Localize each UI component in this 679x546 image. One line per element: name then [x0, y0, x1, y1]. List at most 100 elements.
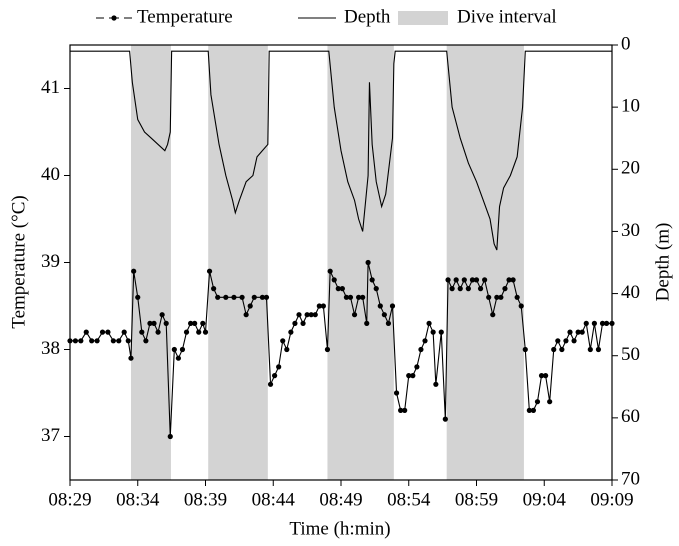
temperature-point	[72, 338, 79, 344]
temperature-point	[196, 329, 202, 335]
plot-frame	[69, 44, 613, 481]
temperature-point	[78, 338, 84, 344]
temperature-point	[327, 268, 333, 274]
temperature-point	[389, 303, 396, 309]
temperature-point	[125, 338, 131, 344]
temperature-point	[599, 320, 606, 326]
legend-label: Temperature	[137, 6, 233, 27]
temperature-point	[486, 294, 492, 300]
temperature-point	[296, 312, 302, 318]
temperature-point	[538, 373, 545, 379]
temperature-point	[312, 312, 318, 318]
temperature-point	[163, 320, 169, 326]
temperature-point	[280, 338, 286, 344]
temperature-point	[551, 346, 557, 353]
temperature-point	[175, 355, 181, 361]
x-tick-label: 09:04	[523, 489, 567, 510]
x-tick-label: 08:49	[319, 489, 362, 510]
temperature-point	[442, 416, 448, 422]
temperature-point	[438, 329, 444, 335]
y2-tick-label: 30	[621, 220, 640, 241]
temperature-point	[510, 277, 516, 283]
temperature-point	[192, 320, 198, 326]
temperature-point	[482, 277, 488, 283]
temperature-point	[402, 407, 408, 413]
temperature-point	[215, 294, 221, 300]
temperature-point	[583, 320, 589, 326]
temperature-point	[259, 294, 266, 300]
temperature-point	[430, 329, 436, 335]
temperature-point	[579, 329, 585, 335]
temperature-point	[422, 338, 428, 344]
legend-label: Dive interval	[457, 6, 557, 27]
dive-interval	[130, 45, 171, 480]
y-tick-label: 40	[41, 164, 60, 185]
temperature-point	[575, 329, 581, 335]
temperature-point	[179, 346, 186, 353]
temperature-point	[243, 312, 249, 318]
temperature-point	[131, 268, 137, 274]
temperature-point	[251, 294, 257, 300]
temperature-point	[356, 294, 362, 300]
temperature-point	[308, 312, 314, 318]
temperature-point	[567, 329, 573, 335]
temperature-point	[231, 294, 237, 300]
temperature-point	[151, 320, 157, 326]
x-tick-label: 08:44	[252, 489, 296, 510]
temperature-point	[167, 433, 173, 440]
temperature-point	[292, 320, 298, 326]
temperature-point	[200, 320, 206, 326]
y2-tick-label: 20	[621, 158, 640, 179]
temperature-point	[211, 286, 217, 292]
temperature-point	[506, 277, 512, 283]
temperature-point	[99, 329, 106, 335]
temperature-point	[300, 320, 306, 326]
temperature-point	[135, 294, 141, 300]
temperature-point	[339, 286, 345, 292]
temperature-point	[263, 294, 270, 300]
temperature-point	[304, 312, 310, 318]
temperature-point	[555, 338, 561, 344]
temperature-point	[534, 399, 541, 405]
temperature-point	[373, 286, 379, 292]
temperature-point	[398, 407, 404, 413]
temperature-point	[465, 286, 471, 292]
temperature-point	[445, 277, 451, 283]
temperature-point	[563, 338, 569, 344]
temperature-point	[530, 407, 537, 413]
temperature-point	[502, 286, 508, 292]
temperature-point	[351, 312, 358, 318]
temperature-point	[206, 268, 213, 274]
temperature-point	[94, 338, 100, 344]
temperature-point	[247, 303, 253, 309]
temperature-point	[187, 320, 194, 326]
temperature-point	[89, 338, 95, 344]
y2-tick-label: 0	[621, 33, 631, 54]
temperature-point	[393, 390, 400, 396]
temperature-point	[159, 312, 165, 318]
x-tick-label: 08:34	[116, 489, 160, 510]
temperature-point	[267, 381, 274, 387]
temperature-point	[121, 329, 127, 335]
temperature-point	[457, 286, 463, 292]
x-axis-label: Time (h:min)	[289, 518, 390, 539]
temperature-point	[426, 320, 432, 326]
temperature-point	[406, 373, 412, 379]
x-tick-label: 09:09	[590, 489, 633, 510]
temperature-point	[143, 338, 149, 344]
temperature-point	[433, 381, 439, 387]
temperature-point	[110, 338, 116, 344]
temperature-point	[128, 355, 134, 361]
dive-interval	[446, 45, 524, 480]
temperature-point	[288, 329, 294, 335]
y2-axis-label: Depth (m)	[652, 223, 673, 302]
legend-symbol	[398, 11, 448, 25]
x-tick-label: 08:59	[455, 489, 498, 510]
temperature-point	[518, 303, 524, 309]
temperature-point	[360, 294, 366, 300]
y-tick-label: 38	[41, 338, 60, 359]
temperature-point	[473, 277, 480, 283]
temperature-point	[320, 303, 326, 309]
temperature-point	[369, 277, 375, 283]
